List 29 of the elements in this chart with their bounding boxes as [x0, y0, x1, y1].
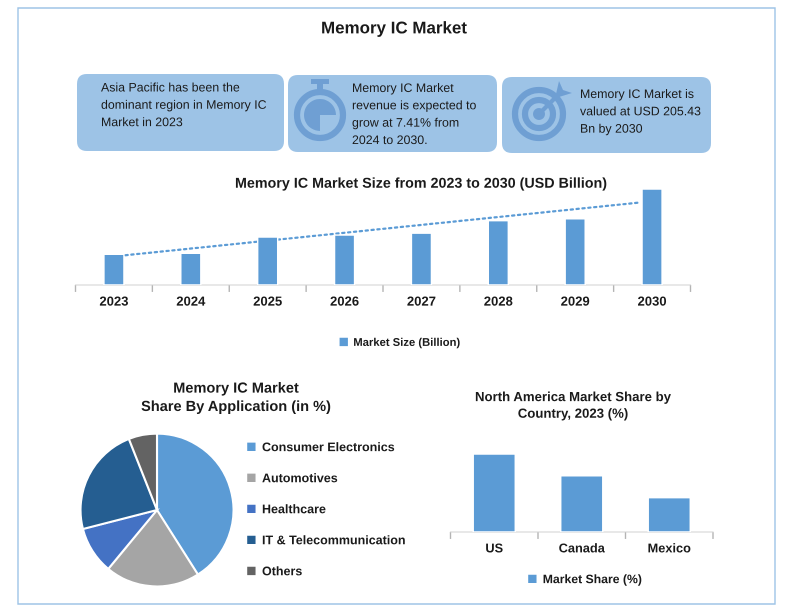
x-tick-label: 2023 — [100, 296, 128, 306]
bar — [180, 252, 202, 285]
legend-label: IT & Telecommunication — [262, 535, 405, 544]
x-tick-label: 2027 — [407, 296, 436, 306]
chart-title: Memory IC Market Size from 2023 to 2030 (USD Billion) — [236, 177, 606, 191]
text: Memory IC Market revenue is expected to grow at 7.41% from 2024 to 2030. — [352, 83, 476, 144]
legend-label: Others — [262, 566, 302, 576]
x-tick-label: 2029 — [561, 296, 590, 306]
chart-title: North America Market Share by Country, 2023 (%) — [476, 392, 671, 420]
x-tick-label: Mexico — [648, 543, 690, 552]
x-tick-label: US — [486, 543, 503, 552]
text: Memory IC Market — [322, 21, 467, 37]
x-tick-label: 2028 — [484, 296, 512, 306]
x-tick-label: 2024 — [176, 296, 206, 306]
bar — [564, 218, 586, 285]
x-tick-label: 2025 — [254, 296, 282, 306]
text: Asia Pacific has been the dominant region in Memory IC Market in 2023 — [101, 82, 266, 126]
x-tick-label: 2026 — [330, 296, 359, 306]
bar — [641, 189, 663, 285]
legend-label: Consumer Electronics — [262, 442, 394, 452]
legend-label: Market Size (Billion) — [354, 338, 460, 348]
x-tick-label: Canada — [559, 543, 605, 552]
legend-label: Automotives — [262, 473, 338, 482]
text: Memory IC Market is valued at USD 205.43 Bn by 2030 — [580, 89, 700, 136]
legend-label: Healthcare — [262, 504, 326, 514]
x-tick-label: 2030 — [638, 296, 666, 306]
bar — [410, 232, 432, 285]
chart-title: Memory IC Market Share By Application (in %) — [141, 382, 330, 414]
legend-label: Market Share (%) — [544, 574, 642, 586]
